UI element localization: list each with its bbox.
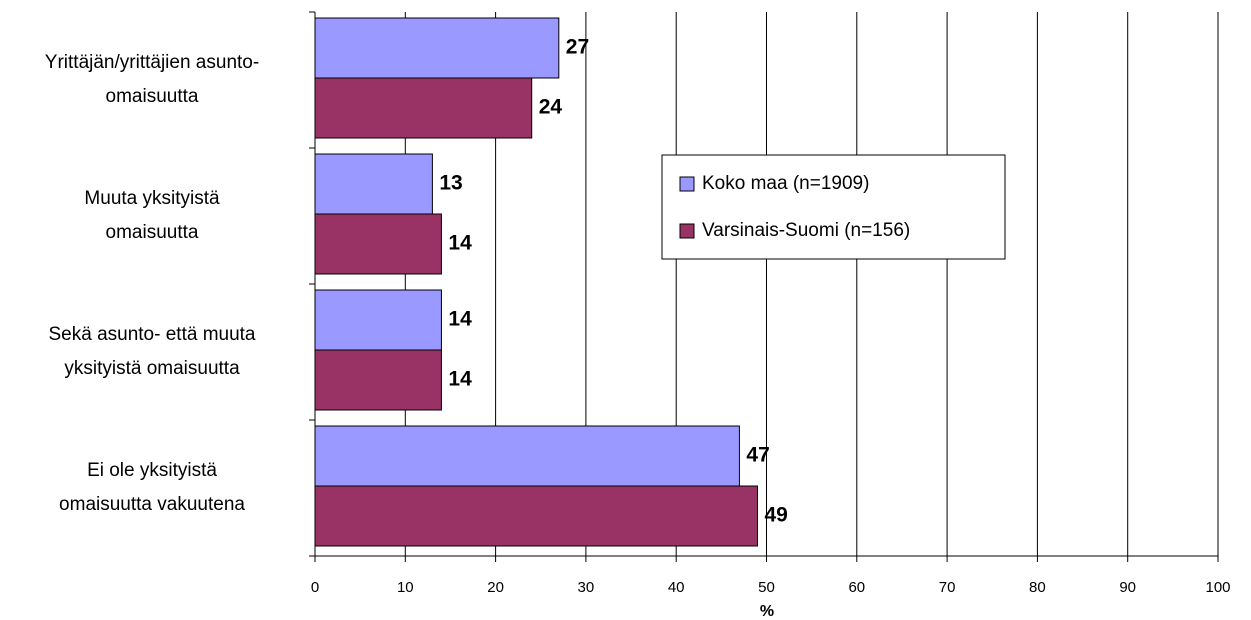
x-tick-label: 20 [487, 579, 504, 596]
x-tick-label: 100 [1205, 579, 1230, 596]
bar [314, 153, 433, 215]
bar [314, 349, 442, 411]
legend-label: Varsinais-Suomi (n=156) [702, 220, 910, 241]
x-tick-label: 0 [311, 579, 319, 596]
x-tick-label: 50 [758, 579, 775, 596]
data-label: 14 [448, 308, 472, 331]
legend-box [661, 154, 1006, 260]
x-tick-label: 70 [939, 579, 956, 596]
x-tick-label: 60 [848, 579, 865, 596]
data-label: 49 [764, 504, 787, 527]
y-tick-label: Muuta yksityistä omaisuutta [84, 188, 220, 243]
legend-swatch [679, 223, 695, 239]
x-tick-label: 90 [1119, 579, 1136, 596]
bar [314, 425, 740, 487]
x-tick-label: 80 [1029, 579, 1046, 596]
y-tick-label: Yrittäjän/yrittäjien asunto-omaisuutta [45, 52, 259, 107]
y-tick-label: Sekä asunto- että muuta yksityistä omaisu… [48, 324, 255, 379]
data-label: 14 [448, 232, 472, 255]
data-label: 13 [439, 172, 462, 195]
x-tick-label: 10 [397, 579, 414, 596]
legend-swatch [679, 176, 695, 192]
data-label: 14 [448, 368, 472, 391]
data-label: 24 [539, 96, 563, 119]
bar [314, 17, 560, 79]
y-tick-label: Ei ole yksityistä omaisuutta vakuutena [59, 460, 245, 515]
x-tick-label: 30 [578, 579, 595, 596]
bar [314, 77, 533, 139]
data-label: 47 [746, 444, 769, 467]
bar [314, 289, 442, 351]
bar [314, 213, 442, 275]
legend-label: Koko maa (n=1909) [702, 173, 869, 194]
x-axis-label: % [760, 603, 774, 620]
x-tick-label: 40 [668, 579, 685, 596]
data-label: 27 [566, 36, 589, 59]
bar [314, 485, 758, 547]
